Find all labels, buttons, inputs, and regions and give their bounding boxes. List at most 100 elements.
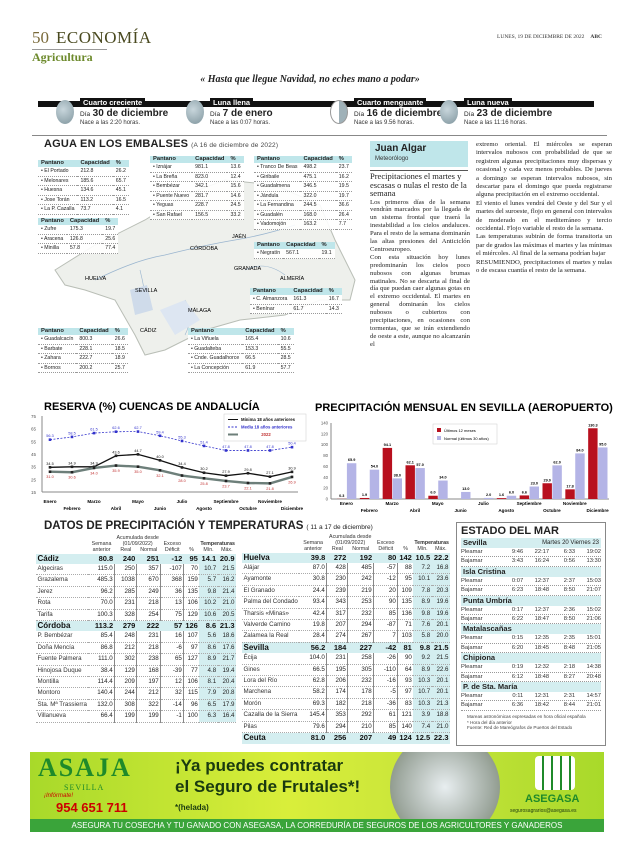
reservoir-name: La P. Cazalla [38,204,78,215]
semana-anterior: 104.0 [299,653,327,665]
temp-min: 4.8 [199,665,218,678]
exceso-deficit: 75 [160,609,184,622]
moon-phase-2: Cuarto menguante Día 16 de diciembre Nace … [330,98,460,130]
capacity: 475.1 [300,172,336,182]
capacity: 281.7 [192,191,228,201]
percent: 18.9 [111,353,128,364]
bar [438,480,448,499]
percent: 97 [183,642,200,655]
tide-time: 6:22 [511,616,524,623]
moon-rise-time: Nace a las 11:16 horas. [464,120,527,126]
capacity: 222.7 [76,353,112,364]
ad-phone[interactable]: 954 651 711 [56,800,128,815]
bar-label: 62.1 [407,460,414,464]
reservoir-name: Benínar [250,304,291,314]
day-2: Viernes 23 [570,540,599,546]
data-point [114,464,118,467]
temp-min: 9.2 [413,653,432,665]
column-header: Capacidad [242,328,278,335]
table-row: Pilas 79.6 294 210 85 140 7.4 21.0 [242,721,450,734]
col-exceso: Exceso Déficit [377,540,395,553]
temp-max: 20.9 [217,553,236,565]
acumulada-real: 199 [114,710,137,723]
x-tick-label: Abril [111,506,121,511]
data-label: 29.8 [244,468,251,472]
tide-time: 18:48 [534,673,550,680]
percent: 103 [397,630,414,643]
col-real: Real [120,547,132,554]
column-header: Capacidad [66,218,103,225]
data-point [246,481,250,485]
percent: 83 [397,698,414,711]
percent: 81 [397,642,414,654]
table-row: Cazalla de la Sierra 145.4 353 292 61 121 3.9 1… [242,709,450,722]
percent: 106 [183,597,200,610]
column-header: Capacidad [300,156,336,163]
tide-station-name: Chipiona [463,653,496,663]
full-moon-icon [186,100,204,124]
column-header: Pantano [188,328,243,335]
data-label: 30.6 [68,476,75,480]
temp-min: 6.5 [199,699,218,712]
table-row: Gines 66.5 195 305 -110 64 8.9 22.6 [242,664,450,677]
capacity: 200.2 [76,363,112,373]
province-row: Cádiz 80.8 240 251 -12 95 14.1 20.9 [36,553,236,565]
acumulada-normal: 485 [347,563,374,575]
percent: 70 [183,564,200,576]
acumulada-normal: 227 [347,642,374,654]
moon-rise-time: Nace a las 9.56 horas. [354,120,415,126]
acumulada-real: 302 [114,653,137,666]
data-point [268,475,272,478]
exceso-deficit: 32 [160,687,184,700]
data-label: 34.0 [90,471,97,475]
temp-max: 18.6 [217,631,236,643]
x-tick-label: Noviembre [563,501,587,506]
temp-max: 21.4 [217,586,236,599]
semana-anterior: 58.2 [299,686,327,699]
semana-anterior: 79.6 [299,721,327,734]
semana-anterior: 115.0 [88,564,115,576]
col-semana: Semana anterior [303,540,323,553]
bajamar-row: Bajamar 3:43 16:24 0:56 13:30 [461,557,601,567]
temp-max: 23.6 [431,573,450,586]
tide-time: 21:05 [586,644,601,651]
tide-time: 21:07 [586,587,601,594]
reservoirs-title: AGUA EN LOS EMBALSES (A 16 de diciembre d… [44,138,278,152]
reservoir-name: Giribaile [254,172,301,182]
advertisement-banner[interactable]: ASAJA SEVILLA ¡Infórmate! 954 651 711 ¡Y… [30,752,604,832]
x-tick-label: Abril [410,508,420,513]
exceso-deficit: 61 [373,709,398,722]
capacity: 244.5 [300,200,336,211]
exceso-deficit: 80 [373,552,398,564]
percent: 16.5 [112,195,129,205]
percent: 36.6 [335,200,352,211]
data-label: 55.3 [178,435,185,439]
reservoir-name: Zufre [38,225,67,235]
divider [370,170,468,171]
percent: 71 [397,619,414,632]
x-tick-label: Agosto [196,506,212,511]
moon-date-line: Día 23 de diciembre [464,108,552,120]
ad-slogan-strip: ASEGURA TU COSECHA Y TU GANADO CON ASEGA… [30,819,604,832]
percent: 26.2 [112,167,129,177]
divider [32,135,607,136]
divider [32,49,107,50]
y-tick-label: 25 [31,477,37,482]
exceso-deficit: 12 [160,676,184,689]
semana-anterior: 28.4 [299,630,327,643]
capacity: 346.5 [300,181,336,192]
asegasa-logo-icon [535,756,575,790]
subsection-title: Agricultura [32,50,93,64]
percent: 10.6 [277,335,294,345]
y-tick-label: 120 [321,431,329,436]
moon-phase-name: Cuarto menguante [354,98,427,107]
pleamar-label: Pleamar [461,664,483,671]
capacity: 61.7 [290,304,326,314]
temp-min: 5.7 [199,574,218,587]
reservoir-name: La Concepción [188,363,243,373]
reservoir-name: Jándula [254,191,301,201]
tide-time: 0:17 [511,606,524,613]
acumulada-real: 248 [114,631,137,643]
ad-email[interactable]: segurosagrarios@asegasa.es [510,808,577,814]
